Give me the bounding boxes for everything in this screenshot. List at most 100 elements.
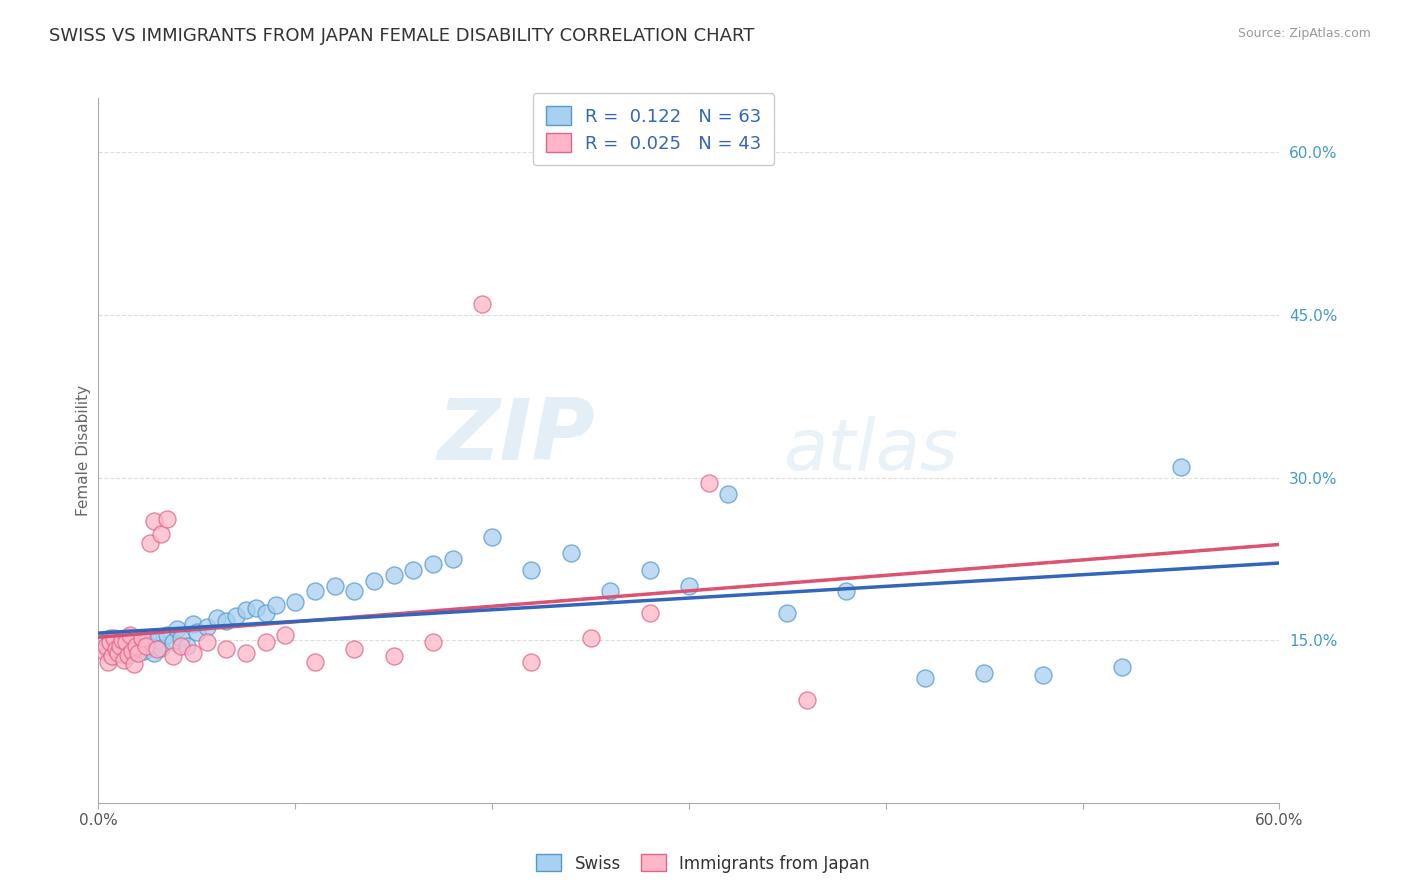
Point — [166, 623, 188, 637]
Point — [441, 552, 464, 566]
Point — [579, 631, 602, 645]
Point — [93, 644, 115, 658]
Point — [98, 635, 121, 649]
Point — [156, 512, 179, 526]
Point — [481, 530, 503, 544]
Point — [225, 609, 247, 624]
Point — [97, 644, 120, 658]
Point — [181, 646, 204, 660]
Point — [97, 655, 120, 669]
Point — [560, 546, 582, 560]
Point — [186, 624, 208, 639]
Point — [973, 665, 995, 680]
Point — [96, 639, 118, 653]
Point — [156, 628, 179, 642]
Point — [107, 633, 129, 648]
Point — [127, 646, 149, 660]
Point — [382, 568, 405, 582]
Point — [111, 633, 134, 648]
Point — [146, 641, 169, 656]
Point — [132, 644, 155, 658]
Point — [115, 636, 138, 650]
Legend: R =  0.122   N = 63, R =  0.025   N = 43: R = 0.122 N = 63, R = 0.025 N = 43 — [533, 93, 775, 165]
Point — [235, 603, 257, 617]
Point — [235, 646, 257, 660]
Point — [108, 639, 131, 653]
Text: atlas: atlas — [783, 416, 957, 485]
Point — [914, 671, 936, 685]
Point — [128, 640, 150, 655]
Point — [93, 635, 115, 649]
Point — [125, 639, 148, 653]
Point — [264, 599, 287, 613]
Point — [422, 635, 444, 649]
Point — [111, 641, 134, 656]
Point — [697, 475, 720, 490]
Text: SWISS VS IMMIGRANTS FROM JAPAN FEMALE DISABILITY CORRELATION CHART: SWISS VS IMMIGRANTS FROM JAPAN FEMALE DI… — [49, 27, 755, 45]
Point — [796, 693, 818, 707]
Point — [146, 633, 169, 648]
Point — [150, 640, 173, 655]
Point — [170, 639, 193, 653]
Point — [181, 616, 204, 631]
Point — [112, 648, 135, 663]
Point — [118, 644, 141, 658]
Point — [162, 649, 184, 664]
Point — [112, 653, 135, 667]
Point — [363, 574, 385, 588]
Point — [215, 641, 238, 656]
Point — [150, 527, 173, 541]
Point — [122, 646, 145, 660]
Text: ZIP: ZIP — [437, 395, 595, 478]
Point — [195, 635, 218, 649]
Point — [678, 579, 700, 593]
Point — [101, 649, 124, 664]
Point — [121, 644, 143, 658]
Point — [122, 657, 145, 671]
Point — [98, 631, 121, 645]
Point — [382, 649, 405, 664]
Point — [135, 639, 157, 653]
Point — [343, 584, 366, 599]
Point — [107, 646, 129, 660]
Point — [117, 648, 139, 663]
Point — [125, 639, 148, 653]
Point — [422, 558, 444, 572]
Point — [117, 630, 139, 644]
Point — [520, 655, 543, 669]
Point — [1032, 668, 1054, 682]
Point — [136, 631, 159, 645]
Point — [274, 628, 297, 642]
Point — [138, 535, 160, 549]
Point — [170, 631, 193, 645]
Legend: Swiss, Immigrants from Japan: Swiss, Immigrants from Japan — [530, 847, 876, 880]
Point — [638, 606, 661, 620]
Point — [599, 584, 621, 599]
Point — [162, 635, 184, 649]
Point — [101, 649, 124, 664]
Point — [103, 631, 125, 645]
Point — [115, 635, 138, 649]
Point — [638, 563, 661, 577]
Point — [1170, 459, 1192, 474]
Point — [304, 655, 326, 669]
Point — [108, 639, 131, 653]
Point — [717, 487, 740, 501]
Y-axis label: Female Disability: Female Disability — [76, 384, 91, 516]
Point — [323, 579, 346, 593]
Point — [343, 641, 366, 656]
Point — [205, 611, 228, 625]
Point — [142, 646, 165, 660]
Point — [402, 563, 425, 577]
Point — [131, 635, 153, 649]
Point — [121, 635, 143, 649]
Point — [835, 584, 858, 599]
Point — [105, 646, 128, 660]
Point — [471, 297, 494, 311]
Point — [304, 584, 326, 599]
Point — [520, 563, 543, 577]
Point — [176, 639, 198, 653]
Point — [254, 606, 277, 620]
Point — [127, 633, 149, 648]
Point — [103, 640, 125, 655]
